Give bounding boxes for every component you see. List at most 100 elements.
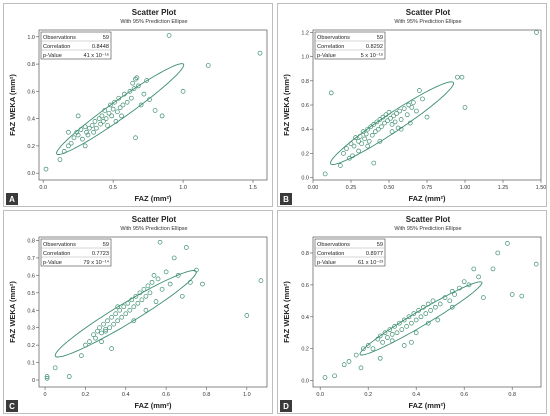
data-point <box>389 122 395 127</box>
data-point <box>372 129 378 134</box>
data-point <box>476 274 481 280</box>
data-point <box>455 74 460 80</box>
data-point <box>459 74 465 80</box>
y-tick-label: 0.5 <box>27 291 35 297</box>
data-point <box>395 125 401 131</box>
stats-box <box>314 238 386 267</box>
stats-value: 59 <box>103 242 109 248</box>
chart-subtitle: With 95% Prediction Ellipse <box>394 226 461 232</box>
data-point <box>466 282 472 288</box>
data-point <box>92 119 98 124</box>
data-point <box>421 304 426 310</box>
panel-letter: C <box>9 402 15 411</box>
data-point <box>130 80 136 86</box>
panel-letter: A <box>9 195 15 204</box>
y-tick-label: 0.0 <box>301 176 309 182</box>
panel-d: Scatter Plot With 95% Prediction Ellipse 0… <box>277 210 547 414</box>
data-point <box>179 293 185 299</box>
data-point <box>57 157 63 162</box>
stats-value: 61 x 10⁻²³ <box>358 260 383 266</box>
x-tick-label: 1.5 <box>249 185 257 191</box>
x-tick-label: 0.2 <box>364 392 372 398</box>
y-tick-label: 0.6 <box>301 103 309 109</box>
data-point <box>149 279 155 285</box>
data-point <box>374 119 380 125</box>
data-point <box>183 245 189 250</box>
x-tick-label: 0.2 <box>82 392 90 398</box>
y-tick-label: 0.0 <box>27 171 35 177</box>
data-point <box>377 355 383 361</box>
data-point <box>382 120 387 126</box>
data-point <box>113 311 119 317</box>
data-point <box>442 295 448 300</box>
data-point <box>125 300 131 306</box>
data-point <box>143 293 149 299</box>
data-point <box>423 311 429 316</box>
data-point <box>369 132 375 138</box>
data-point <box>109 113 115 119</box>
data-point <box>257 50 263 56</box>
y-axis-label: FAZ WEKA (mm²) <box>8 281 17 343</box>
data-point <box>66 129 71 135</box>
data-point <box>171 255 177 261</box>
data-point <box>433 304 438 310</box>
data-point <box>495 250 501 256</box>
data-point <box>159 113 165 119</box>
y-tick-label: 0.2 <box>27 343 35 349</box>
data-point <box>98 121 103 127</box>
stats-value: 41 x 10⁻¹⁶ <box>84 52 109 59</box>
data-point <box>200 281 205 287</box>
data-point <box>84 129 89 135</box>
data-point <box>461 279 467 285</box>
data-point <box>80 136 85 142</box>
data-point <box>145 283 151 289</box>
x-tick-label: 1.0 <box>243 392 251 398</box>
data-point <box>360 129 366 134</box>
panel-c: Scatter Plot With 95% Prediction Ellipse 0… <box>3 210 273 414</box>
data-point <box>131 304 137 310</box>
data-point <box>437 301 443 307</box>
data-point <box>194 267 199 273</box>
stats-box <box>40 31 112 60</box>
chart-title: Scatter Plot <box>132 8 177 17</box>
data-point <box>87 125 92 131</box>
data-point <box>401 106 407 111</box>
data-point <box>85 132 91 138</box>
data-point <box>134 75 140 81</box>
scatter-plot-b: Scatter Plot With 95% Prediction Ellipse 0… <box>280 8 546 205</box>
data-point <box>371 122 377 127</box>
data-point <box>93 125 99 131</box>
x-tick-label: 0.4 <box>122 392 130 398</box>
prediction-ellipse <box>54 270 197 358</box>
data-point <box>365 126 371 132</box>
data-point <box>404 112 410 118</box>
y-tick-label: 0.6 <box>301 283 309 289</box>
prediction-ellipse <box>330 81 455 165</box>
data-point <box>101 321 106 327</box>
y-tick-label: 1.2 <box>301 30 309 36</box>
data-point <box>159 286 165 292</box>
data-point <box>117 105 123 111</box>
data-point <box>153 299 159 304</box>
data-point <box>397 320 402 326</box>
data-point <box>87 339 92 345</box>
data-point <box>361 346 366 352</box>
data-point <box>417 88 422 93</box>
chart-title: Scatter Plot <box>406 8 451 17</box>
stats-label: Observations <box>317 242 350 248</box>
x-tick-label: 0.8 <box>203 392 211 398</box>
data-point <box>43 166 49 172</box>
data-point <box>105 318 110 324</box>
data-point <box>157 239 163 245</box>
panel-letter: D <box>283 402 289 411</box>
data-point <box>377 333 383 339</box>
data-point <box>66 143 71 149</box>
y-tick-label: 0.2 <box>27 144 35 150</box>
data-point <box>365 343 371 348</box>
data-point <box>457 285 462 291</box>
data-point <box>105 123 110 128</box>
stats-value: 5 x 10⁻¹⁶ <box>361 52 383 59</box>
data-point <box>147 97 152 102</box>
chart-title: Scatter Plot <box>406 215 451 224</box>
data-point <box>380 339 385 345</box>
